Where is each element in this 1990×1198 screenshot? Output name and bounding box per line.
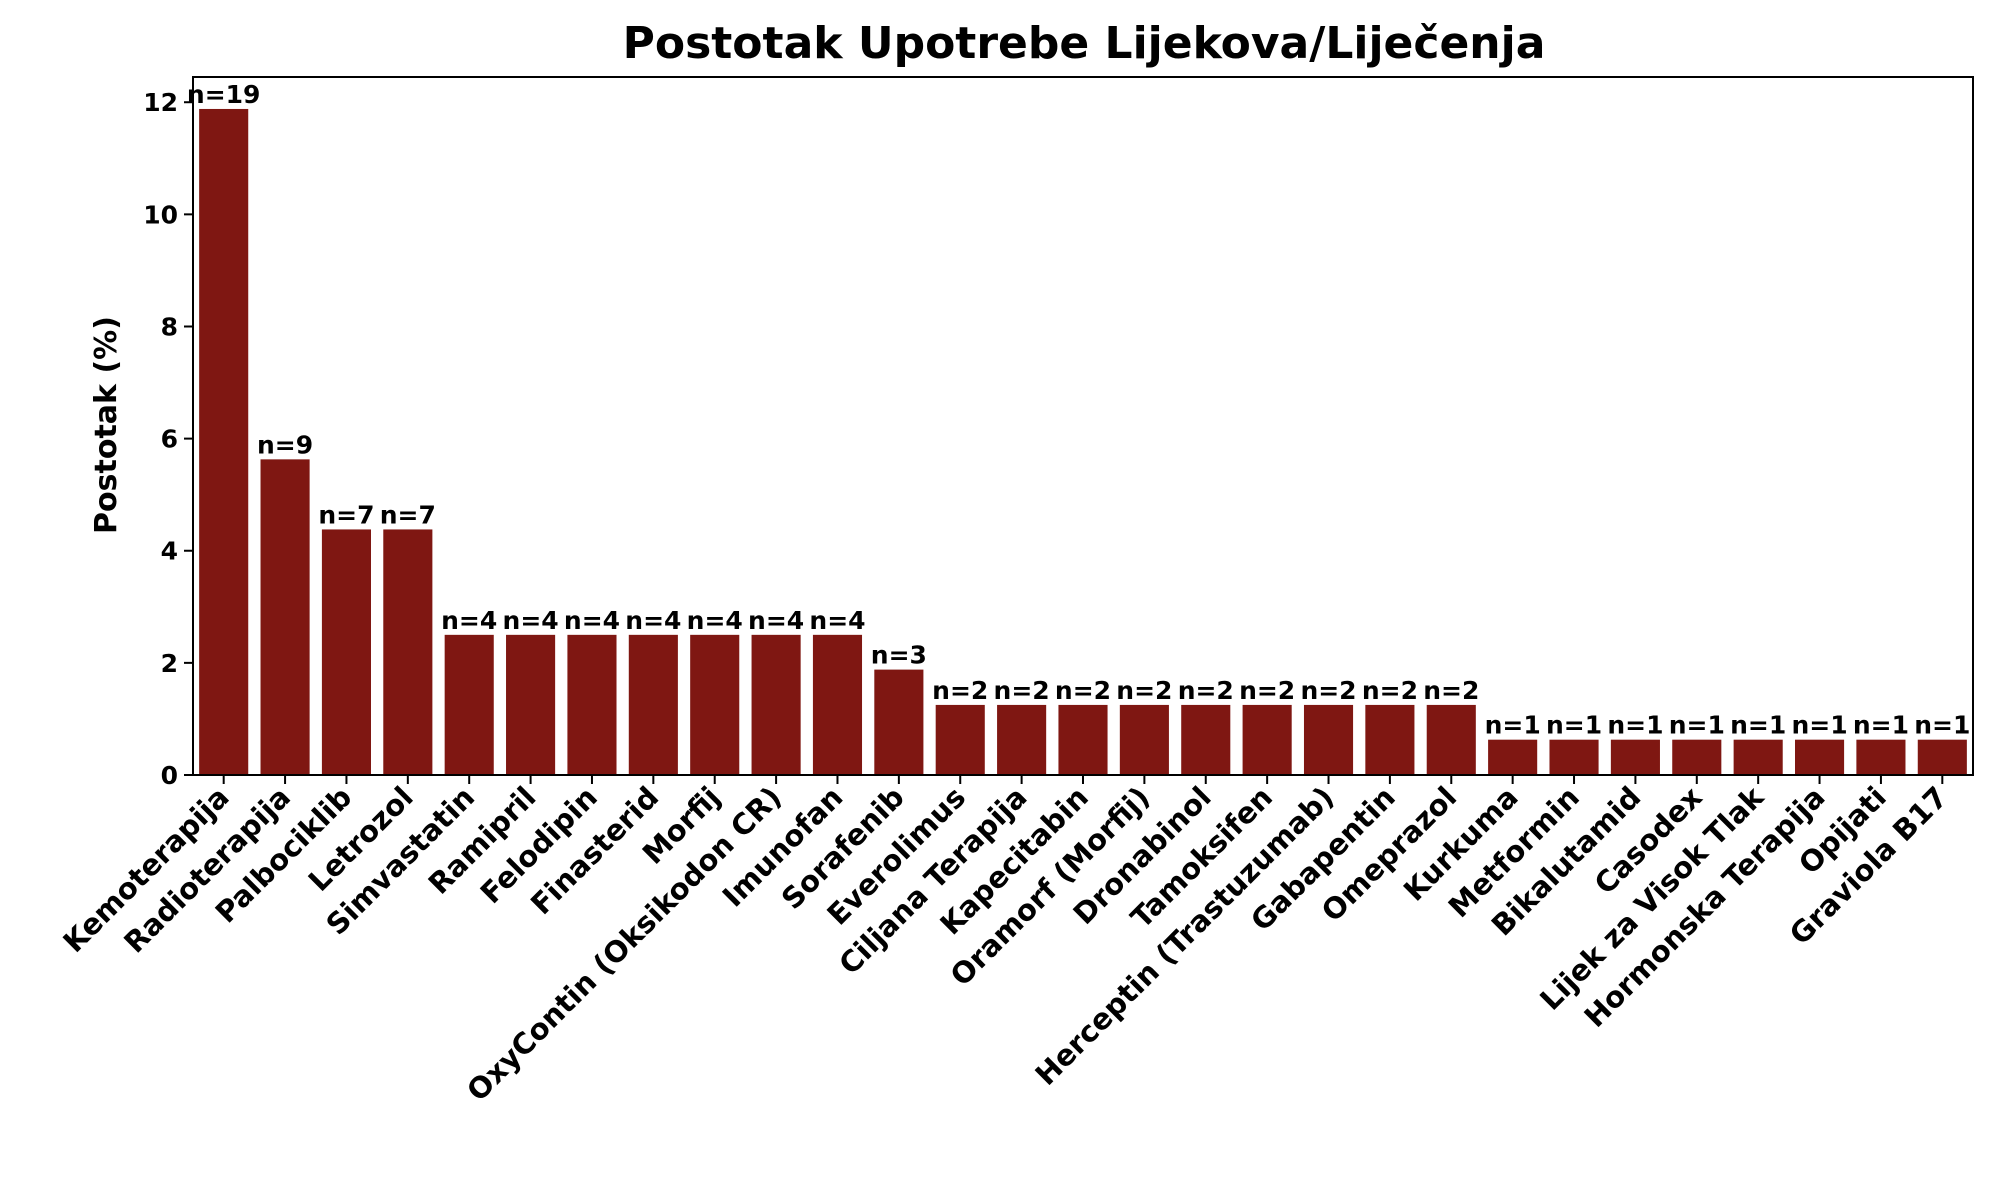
data-label-16: n=2 [1116,676,1172,705]
data-label-11: n=4 [809,606,865,635]
data-label-24: n=1 [1607,711,1663,740]
bar-29 [1917,739,1967,775]
bar-22 [1488,739,1538,775]
data-label-1: n=19 [187,80,261,109]
data-label-14: n=2 [994,676,1050,705]
bar-10 [751,634,801,775]
bar-28 [1856,739,1906,775]
bar-7 [567,634,617,775]
data-label-2: n=9 [257,430,313,459]
bar-20 [1365,704,1415,775]
data-label-18: n=2 [1239,676,1295,705]
data-label-13: n=2 [932,676,988,705]
bar-23 [1549,739,1599,775]
data-label-5: n=4 [441,606,497,635]
bar-21 [1426,704,1476,775]
bar-19 [1303,704,1354,775]
bar-15 [1058,704,1108,775]
bar-25 [1672,739,1722,775]
bar-13 [935,704,985,775]
bar-5 [444,634,494,775]
bar-26 [1733,739,1783,775]
y-axis: 0 2 4 6 8 10 12 [143,88,193,790]
y-tick-label-6: 6 [161,425,178,454]
data-label-10: n=4 [748,606,804,635]
y-axis-label: Postotak (%) [89,316,124,534]
data-label-6: n=4 [503,606,559,635]
data-label-3: n=7 [318,500,374,529]
plot-frame [192,76,1974,776]
bar-16 [1119,704,1169,775]
bar-9 [690,634,740,775]
y-tick-label-0: 0 [161,761,178,790]
data-label-25: n=1 [1669,711,1725,740]
bar-8 [628,634,678,775]
bar-3 [321,529,371,775]
bar-17 [1181,704,1231,775]
data-label-15: n=2 [1055,676,1111,705]
data-label-27: n=1 [1791,711,1847,740]
bar-14 [997,704,1047,775]
bar-1 [199,108,249,775]
data-label-28: n=1 [1853,711,1909,740]
data-labels-group: n=19n=9n=7 n=7n=4 n=4 n=4 n=4 n=4 n=4 n=4n=3n=2… [187,80,1970,740]
y-tick-label-4: 4 [161,537,178,566]
data-label-29: n=1 [1914,711,1970,740]
y-tick-label-10: 10 [143,200,178,229]
y-tick-label-8: 8 [161,312,178,341]
data-label-4: n=7 [380,500,436,529]
data-label-19: n=2 [1300,676,1356,705]
data-label-8: n=4 [625,606,681,635]
data-label-20: n=2 [1362,676,1418,705]
bar-4 [383,529,433,775]
bar-24 [1610,739,1660,775]
data-label-9: n=4 [687,606,743,635]
bars-group [199,108,1967,775]
data-label-7: n=4 [564,606,620,635]
x-axis: KemoterapijaRadioterapijaPalbociklibLetr… [56,775,1954,1108]
data-label-17: n=2 [1178,676,1234,705]
data-label-21: n=2 [1423,676,1479,705]
y-tick-label-12: 12 [143,88,178,117]
data-label-22: n=1 [1485,711,1541,740]
bar-18 [1242,704,1292,775]
bar-2 [260,459,310,775]
data-label-26: n=1 [1730,711,1786,740]
y-tick-label-2: 2 [161,649,178,678]
bar-12 [874,669,924,775]
bar-27 [1795,739,1845,775]
chart-title: Postotak Upotrebe Lijekova/Liječenja [623,18,1546,69]
bar-6 [506,634,556,775]
bar-11 [812,634,863,775]
data-label-12: n=3 [871,641,927,670]
data-label-23: n=1 [1546,711,1602,740]
